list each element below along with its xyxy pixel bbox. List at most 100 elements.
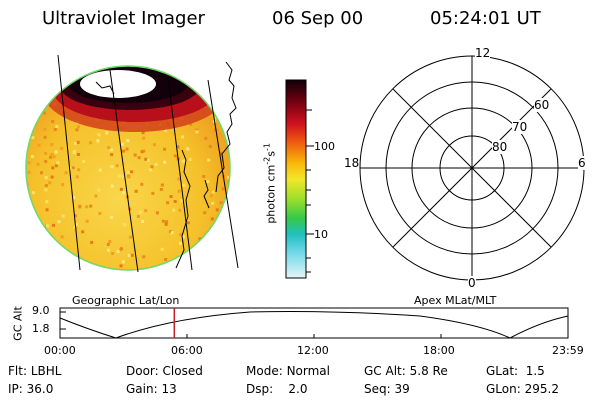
speckle-dot: [151, 191, 155, 195]
speckle-dot: [44, 176, 48, 180]
speckle-dot: [82, 159, 86, 163]
speckle-dot: [227, 175, 230, 179]
speckle-dot: [76, 140, 80, 144]
speckle-dot: [36, 162, 40, 166]
speckle-dot: [204, 136, 208, 140]
speckle-dot: [123, 223, 127, 227]
speckle-dot: [117, 174, 121, 178]
mlt-label-18: 18: [344, 156, 360, 170]
speckle-dot: [183, 159, 187, 163]
speckle-dot: [209, 194, 213, 198]
speckle-dot: [69, 166, 73, 170]
speckle-dot: [72, 196, 76, 200]
speckle-dot: [45, 224, 49, 228]
speckle-dot: [31, 136, 35, 140]
speckle-dot: [127, 254, 131, 258]
speckle-dot: [61, 214, 65, 218]
speckle-dot: [98, 211, 102, 215]
speckle-dot: [136, 214, 140, 218]
speckle-dot: [129, 235, 133, 239]
speckle-dot: [64, 171, 68, 175]
speckle-dot: [169, 194, 173, 198]
speckle-dot: [213, 116, 217, 120]
apex-title: Apex MLat/MLT: [414, 294, 497, 307]
speckle-dot: [44, 188, 48, 192]
speckle-dot: [144, 209, 148, 213]
speckle-dot: [181, 135, 185, 139]
speckle-dot: [164, 128, 168, 132]
speckle-dot: [208, 144, 212, 148]
speckle-dot: [159, 187, 163, 191]
speckle-dot: [154, 163, 158, 167]
time-tick-1: 06:00: [171, 344, 203, 357]
speckle-dot: [160, 183, 164, 187]
speckle-dot: [50, 143, 54, 147]
geographic-title: Geographic Lat/Lon: [72, 294, 180, 307]
speckle-dot: [105, 131, 109, 135]
speckle-dot: [142, 255, 146, 259]
speckle-dot: [98, 168, 102, 172]
speckle-dot: [177, 177, 181, 181]
info-flt: Flt: LBHL: [8, 364, 62, 378]
speckle-dot: [150, 165, 154, 169]
speckle-dot: [54, 164, 58, 168]
speckle-dot: [106, 248, 110, 252]
speckle-dot: [195, 128, 199, 132]
speckle-dot: [110, 215, 114, 219]
mlat-label-70: 70: [512, 120, 528, 134]
speckle-dot: [127, 171, 131, 175]
speckle-dot: [74, 222, 78, 226]
speckle-dot: [78, 205, 82, 209]
speckle-dot: [60, 146, 64, 150]
speckle-dot: [53, 127, 57, 131]
speckle-dot: [94, 194, 98, 198]
speckle-dot: [173, 154, 177, 158]
speckle-dot: [163, 160, 167, 164]
speckle-dot: [215, 208, 219, 212]
speckle-dot: [146, 158, 150, 162]
speckle-dot: [51, 119, 55, 123]
speckle-dot: [140, 150, 144, 154]
speckle-dot: [50, 175, 54, 179]
speckle-dot: [137, 156, 141, 160]
speckle-dot: [163, 147, 167, 151]
speckle-dot: [213, 128, 217, 132]
speckle-dot: [165, 220, 169, 224]
speckle-dot: [180, 199, 184, 203]
speckle-dot: [142, 149, 146, 153]
speckle-dot: [54, 150, 58, 154]
speckle-dot: [27, 170, 31, 174]
speckle-dot: [207, 158, 211, 162]
speckle-dot: [51, 223, 55, 227]
speckle-dot: [73, 214, 77, 218]
speckle-dot: [161, 219, 165, 223]
speckle-dot: [56, 161, 60, 165]
speckle-dot: [48, 155, 52, 159]
speckle-dot: [97, 188, 101, 192]
colorbar-tick-10: 10: [314, 228, 328, 241]
speckle-dot: [89, 141, 93, 145]
time-tick-3: 18:00: [423, 344, 455, 357]
speckle-dot: [179, 241, 183, 245]
speckle-dot: [72, 151, 76, 155]
speckle-dot: [189, 122, 193, 126]
speckle-dot: [44, 159, 48, 163]
date-label: 06 Sep 00: [272, 8, 364, 29]
speckle-dot: [43, 135, 47, 139]
speckle-dot: [219, 201, 223, 205]
speckle-dot: [51, 166, 55, 170]
time-tick-0: 00:00: [44, 344, 76, 357]
speckle-dot: [173, 200, 177, 204]
speckle-dot: [130, 253, 134, 257]
speckle-dot: [107, 146, 111, 150]
speckle-dot: [85, 205, 89, 209]
speckle-dot: [121, 174, 125, 178]
speckle-dot: [211, 201, 215, 205]
speckle-dot: [60, 235, 64, 239]
speckle-dot: [43, 127, 47, 131]
speckle-dot: [115, 164, 119, 168]
speckle-dot: [166, 201, 170, 205]
speckle-dot: [188, 157, 192, 161]
speckle-dot: [81, 230, 85, 234]
colorbar-tick-100: 100: [314, 140, 335, 153]
